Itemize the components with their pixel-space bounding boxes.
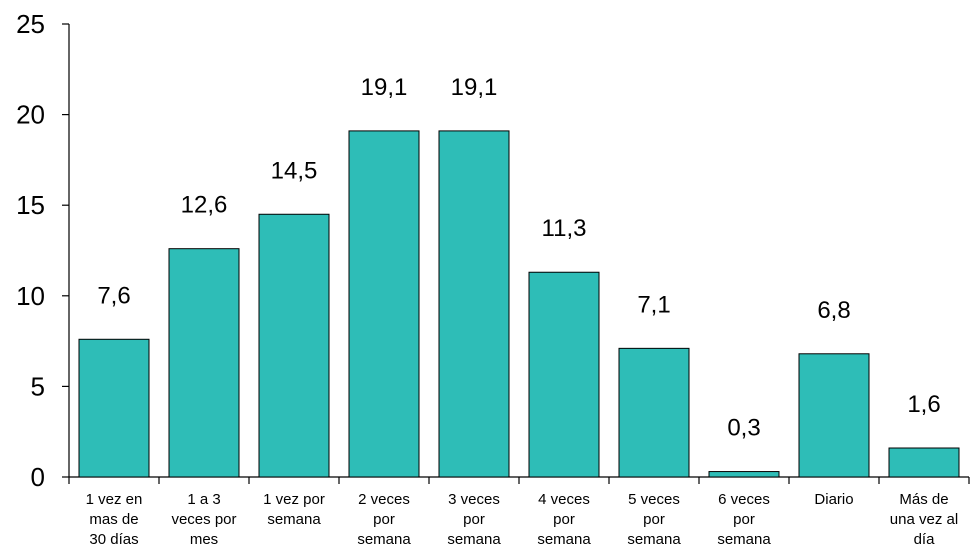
data-label: 7,1 — [637, 291, 670, 318]
bar — [528, 271, 600, 478]
x-tick-label: 1 a 3 veces por mes — [171, 491, 236, 548]
bar — [708, 471, 780, 478]
bar — [168, 248, 240, 478]
data-label: 6,8 — [817, 297, 850, 324]
data-label: 7,6 — [97, 282, 130, 309]
bar — [438, 130, 510, 478]
data-label: 0,3 — [727, 415, 760, 442]
bar — [888, 447, 960, 478]
x-tick-label: 1 vez por semana — [263, 491, 325, 528]
bars — [78, 130, 960, 478]
data-label: 19,1 — [361, 74, 408, 101]
x-tick-label: 2 veces por semana — [357, 491, 411, 548]
x-tick-label: 4 veces por semana — [537, 491, 591, 548]
bar — [798, 353, 870, 478]
x-tick-label: 1 vez en mas de 30 días — [86, 491, 143, 548]
data-label: 12,6 — [181, 192, 228, 219]
data-label: 11,3 — [542, 215, 587, 242]
data-label: 1,6 — [907, 391, 940, 418]
bar — [348, 130, 420, 478]
y-tick-label: 0 — [31, 462, 45, 492]
y-tick-label: 10 — [16, 281, 45, 311]
x-tick-label: 5 veces por semana — [627, 491, 681, 548]
bar — [258, 213, 330, 478]
bar — [78, 338, 150, 478]
y-tick-label: 20 — [16, 100, 45, 130]
y-tick-label: 5 — [31, 371, 45, 401]
x-tick-label: 6 veces por semana — [717, 491, 771, 548]
data-label: 19,1 — [451, 74, 498, 101]
y-tick-label: 25 — [16, 9, 45, 39]
y-tick-label: 15 — [16, 190, 45, 220]
bar — [618, 347, 690, 478]
x-tick-labels: 1 vez en mas de 30 días 1 a 3 veces por mes 1 … — [86, 491, 959, 548]
x-tick-label: 3 veces por semana — [447, 491, 501, 548]
x-tick-label: Diario — [814, 491, 853, 508]
data-labels: 7,6 12,6 14,5 19,1 19,1 11,3 7,1 0,3 6,8 1,6 — [97, 74, 940, 442]
x-tick-label: Más de una vez al día — [890, 491, 958, 548]
data-label: 14,5 — [271, 157, 318, 184]
